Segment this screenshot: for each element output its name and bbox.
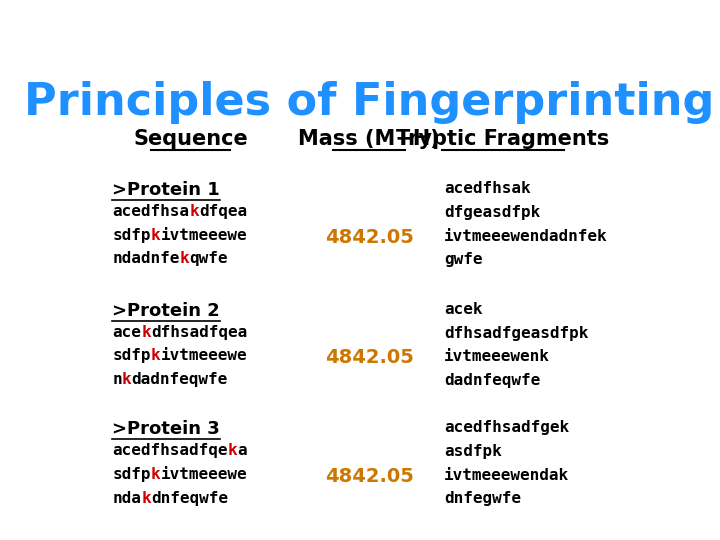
Text: k: k xyxy=(150,228,161,243)
Text: sdfp: sdfp xyxy=(112,348,150,363)
Text: gwfe: gwfe xyxy=(444,252,483,267)
Text: sdfp: sdfp xyxy=(112,228,150,243)
Text: ace: ace xyxy=(112,325,141,340)
Text: dfhsadfgeasdfpk: dfhsadfgeasdfpk xyxy=(444,326,589,341)
Text: dnfeqwfe: dnfeqwfe xyxy=(150,490,228,505)
Text: k: k xyxy=(141,490,150,505)
Text: >Protein 2: >Protein 2 xyxy=(112,302,220,320)
Text: ivtmeeewendadnfek: ivtmeeewendadnfek xyxy=(444,228,608,244)
Text: 4842.05: 4842.05 xyxy=(325,467,413,486)
Text: >Protein 1: >Protein 1 xyxy=(112,181,220,199)
Text: Tryptic Fragments: Tryptic Fragments xyxy=(396,129,610,149)
Text: acedfhsadfgek: acedfhsadfgek xyxy=(444,420,570,435)
Text: asdfpk: asdfpk xyxy=(444,444,502,459)
Text: k: k xyxy=(189,204,199,219)
Text: Sequence: Sequence xyxy=(133,129,248,149)
Text: ivtmeeewe: ivtmeeewe xyxy=(161,348,247,363)
Text: k: k xyxy=(180,252,189,267)
Text: ivtmeeewe: ivtmeeewe xyxy=(161,467,247,482)
Text: 4842.05: 4842.05 xyxy=(325,228,413,247)
Text: qwfe: qwfe xyxy=(189,252,228,267)
Text: dfhsadfqea: dfhsadfqea xyxy=(150,325,247,340)
Text: dnfegwfe: dnfegwfe xyxy=(444,491,521,507)
Text: acedfhsak: acedfhsak xyxy=(444,181,531,196)
Text: dadnfeqwfe: dadnfeqwfe xyxy=(132,372,228,387)
Text: dfqea: dfqea xyxy=(199,204,247,219)
Text: n: n xyxy=(112,372,122,387)
Text: k: k xyxy=(122,372,132,387)
Text: ivtmeeewenk: ivtmeeewenk xyxy=(444,349,550,364)
Text: acedfhsadfqe: acedfhsadfqe xyxy=(112,443,228,458)
Text: >Protein 3: >Protein 3 xyxy=(112,420,220,438)
Text: ivtmeeewendak: ivtmeeewendak xyxy=(444,468,570,483)
Text: ivtmeeewe: ivtmeeewe xyxy=(161,228,247,243)
Text: k: k xyxy=(228,443,238,458)
Text: dadnfeqwfe: dadnfeqwfe xyxy=(444,373,541,388)
Text: sdfp: sdfp xyxy=(112,467,150,482)
Text: ndadnfe: ndadnfe xyxy=(112,252,180,267)
Text: Principles of Fingerprinting: Principles of Fingerprinting xyxy=(24,82,714,124)
Text: acek: acek xyxy=(444,302,483,317)
Text: k: k xyxy=(150,348,161,363)
Text: nda: nda xyxy=(112,490,141,505)
Text: k: k xyxy=(141,325,150,340)
Text: dfgeasdfpk: dfgeasdfpk xyxy=(444,205,541,220)
Text: acedfhsa: acedfhsa xyxy=(112,204,189,219)
Text: k: k xyxy=(150,467,161,482)
Text: a: a xyxy=(238,443,247,458)
Text: Mass (M+H): Mass (M+H) xyxy=(298,129,440,149)
Text: 4842.05: 4842.05 xyxy=(325,348,413,367)
